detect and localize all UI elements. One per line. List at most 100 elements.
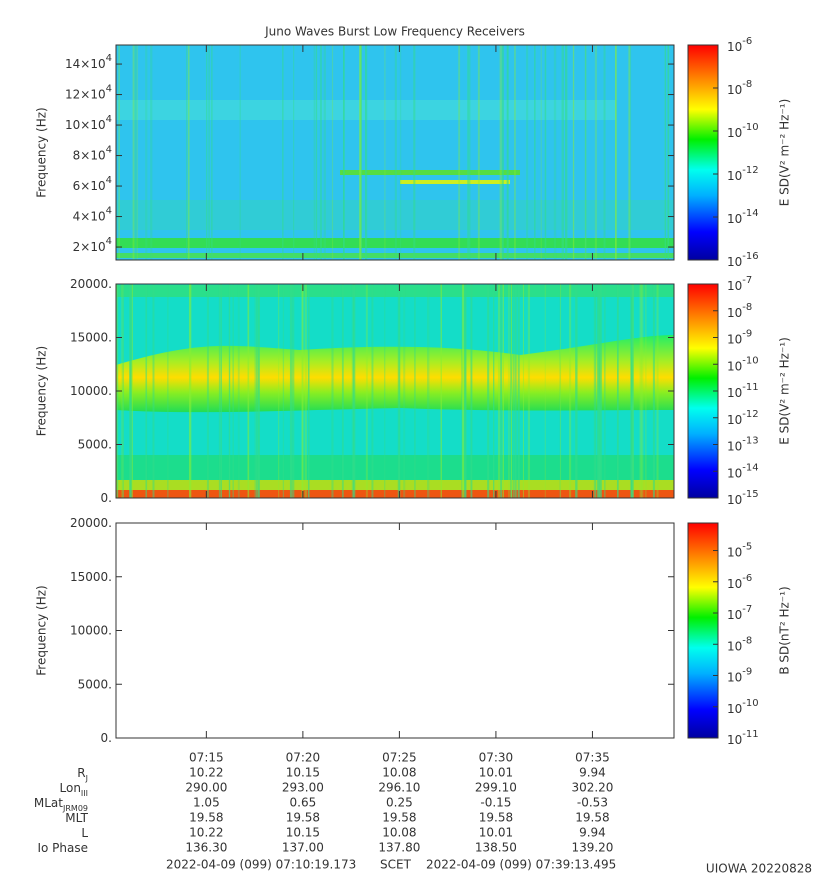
ephemeris-value: 10.22 [189,826,223,840]
ephemeris-value: 302.20 [571,781,613,795]
colorbar-tick-label-main: 10 [727,83,742,97]
ephemeris-label: Io Phase [37,841,88,855]
y-axis-label: Frequency (Hz) [35,346,49,437]
ephemeris-value: 0.65 [290,796,317,810]
ephemeris-label-sub: JRM09 [62,804,88,813]
y-tick-label-main: 5000. [78,437,112,451]
colorbar-tick-label-main: 10 [727,608,742,622]
ephemeris-label-main: Io Phase [37,841,88,855]
colorbar-tick-label-sup: -15 [742,489,758,500]
footer-start: 2022-04-09 (099) 07:10:19.173 [166,858,356,872]
colorbar-tick-label-main: 10 [727,279,742,293]
colorbar-tick-label-sup: -11 [742,382,758,393]
y-tick-label: 12×104 [65,84,112,102]
colorbar-tick-label-sup: -12 [742,165,758,176]
colorbar-tick-label-sup: -7 [742,604,752,615]
colorbar-tick-label-sup: -13 [742,436,758,447]
colorbar-tick-label-sup: -10 [742,698,758,709]
plot-frame [115,522,675,739]
y-tick-label: 5000. [78,437,112,451]
colorbar-tick-label: 10-11 [727,729,759,747]
y-tick-label-main: 12×10 [65,87,106,101]
colorbar-tick-label: 10-8 [727,635,752,653]
y-tick-label: 10000. [70,623,112,637]
colorbar-tick-label-sup: -8 [742,635,752,646]
ephemeris-label-main: R [77,766,85,780]
colorbar-tick-label-sup: -11 [742,729,758,740]
y-tick-label-main: 20000. [70,516,112,530]
y-tick-label-main: 0. [101,731,112,745]
ephemeris-value: -0.53 [577,796,608,810]
ephemeris-label: MLT [65,811,88,825]
ephemeris-value: 139.20 [571,841,613,855]
colorbar-tick-label-sup: -5 [742,542,752,553]
colorbar-tick-label: 10-9 [727,667,752,685]
x-tick-label: 07:25 [382,751,417,765]
ephemeris-value: 19.58 [382,811,416,825]
colorbar-tick-label: 10-12 [727,409,759,427]
y-tick-label-main: 2×10 [73,240,106,254]
colorbar-tick-label-main: 10 [727,126,742,140]
y-tick-label: 15000. [70,569,112,583]
colorbar [687,522,719,739]
y-tick-label-sup: 4 [106,53,112,64]
colorbar-tick-label-sup: -7 [742,275,752,286]
ephemeris-label: RJ [77,766,88,783]
colorbar-tick-label: 10-5 [727,542,752,560]
x-tick-label: 07:15 [189,751,224,765]
colorbar-tick-label-sup: -6 [742,36,752,47]
colorbar-tick-label: 10-12 [727,165,759,183]
colorbar-tick-label-sup: -9 [742,329,752,340]
ephemeris-value: 10.15 [286,766,320,780]
y-tick-label: 4×104 [73,206,112,224]
y-tick-label-main: 4×10 [73,209,106,223]
colorbar-tick-label: 10-6 [727,36,752,54]
colorbar-tick-label-main: 10 [727,386,742,400]
ephemeris-value: 137.80 [378,841,420,855]
colorbar [687,44,719,261]
y-tick-label-sup: 4 [106,206,112,217]
ephemeris-value: 19.58 [575,811,609,825]
colorbar-tick-label-main: 10 [727,255,742,269]
colorbar-label: E SD(V² m⁻² Hz⁻¹) [778,337,792,445]
colorbar-tick-label-main: 10 [727,40,742,54]
ephemeris-value: 10.01 [479,766,513,780]
ephemeris-value: 10.08 [382,826,416,840]
colorbar-label: E SD(V² m⁻² Hz⁻¹) [778,99,792,207]
colorbar-tick-label: 10-10 [727,355,759,373]
ephemeris-value: 10.08 [382,766,416,780]
colorbar-tick-label-main: 10 [727,466,742,480]
ephemeris-label-main: L [81,826,88,840]
y-tick-label-main: 8×10 [73,148,106,162]
colorbar-tick-label: 10-8 [727,79,752,97]
x-tick-label: 07:35 [575,751,610,765]
y-tick-label: 2×104 [73,236,112,254]
y-tick-label: 10×104 [65,114,112,132]
colorbar-tick-label-main: 10 [727,412,742,426]
colorbar-tick-label: 10-15 [727,489,759,507]
colorbar-tick-label-main: 10 [727,169,742,183]
plot-frame [115,44,675,261]
y-tick-label: 0. [101,731,112,745]
colorbar-tick-label: 10-10 [727,698,759,716]
colorbar-tick-label: 10-10 [727,122,759,140]
colorbar-tick-label: 10-14 [727,208,759,226]
ephemeris-value: 10.22 [189,766,223,780]
colorbar-tick-label: 10-8 [727,302,752,320]
colorbar-tick-label: 10-7 [727,275,752,293]
colorbar-tick-label: 10-7 [727,604,752,622]
colorbar-tick-label-sup: -9 [742,667,752,678]
y-tick-label: 20000. [70,516,112,530]
ephemeris-value: 10.15 [286,826,320,840]
ephemeris-value: 137.00 [282,841,324,855]
footer-scale: SCET [380,858,412,872]
ephemeris-value: 0.25 [386,796,413,810]
y-tick-label-sup: 4 [106,114,112,125]
ephemeris-label: LonIII [60,781,89,798]
ephemeris-label-main: MLat [34,796,63,810]
y-tick-label-main: 10×10 [65,118,106,132]
ephemeris-label-sub: III [81,789,88,798]
colorbar-tick-label-sup: -10 [742,122,758,133]
y-tick-label-main: 5000. [78,677,112,691]
ephemeris-value: 9.94 [579,766,606,780]
